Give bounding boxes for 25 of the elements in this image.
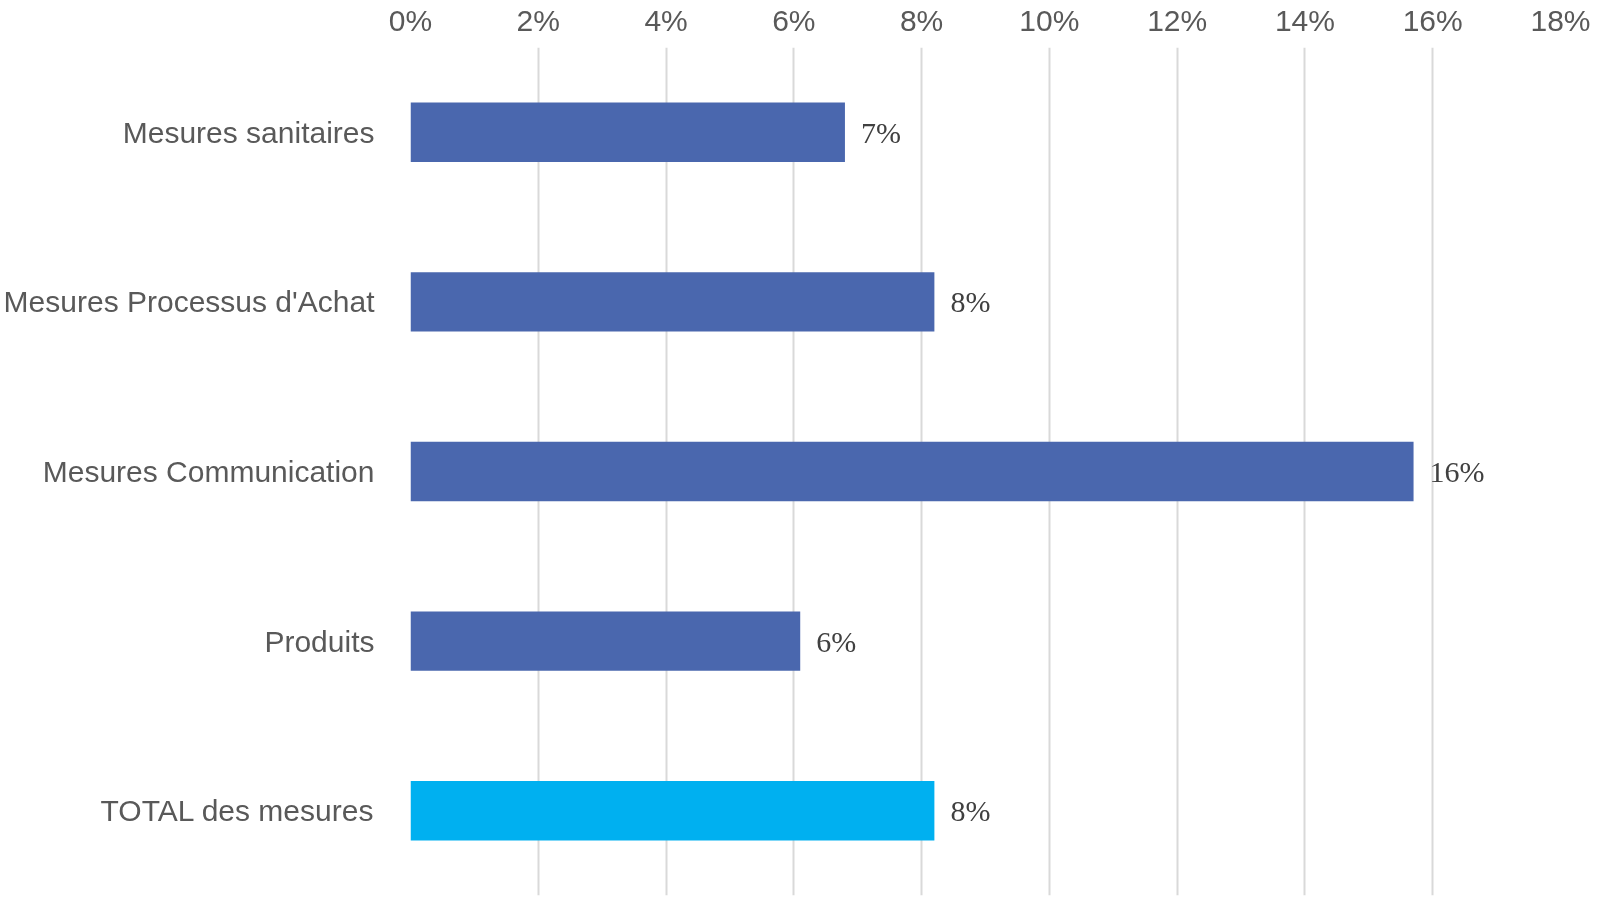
data-label: 6% bbox=[816, 624, 857, 658]
x-tick-label: 18% bbox=[1530, 3, 1591, 37]
x-tick-label: 0% bbox=[388, 3, 433, 37]
x-tick-label: 12% bbox=[1147, 3, 1208, 37]
bar bbox=[410, 611, 801, 671]
x-tick-label: 6% bbox=[772, 3, 816, 37]
bar bbox=[410, 102, 845, 162]
data-label: 8% bbox=[950, 794, 991, 828]
x-tick-label: 16% bbox=[1402, 3, 1463, 37]
x-tick-label: 2% bbox=[516, 3, 560, 37]
data-label: 16% bbox=[1429, 455, 1485, 488]
x-tick-label: 8% bbox=[899, 3, 944, 37]
y-tick-label: Mesures sanitaires bbox=[122, 115, 375, 149]
x-tick-label: 14% bbox=[1274, 3, 1335, 37]
bar bbox=[410, 441, 1414, 502]
x-tick-label: 10% bbox=[1019, 3, 1080, 37]
bar bbox=[410, 272, 935, 332]
y-tick-label: Mesures Communication bbox=[42, 455, 375, 488]
x-tick-label: 4% bbox=[644, 3, 688, 37]
y-tick-label: Produits bbox=[264, 624, 375, 658]
y-tick-label: Mesures Processus d'Achat bbox=[3, 285, 376, 319]
bar bbox=[410, 781, 935, 841]
y-tick-label: TOTAL des mesures bbox=[100, 794, 374, 828]
data-label: 8% bbox=[950, 285, 991, 319]
data-label: 7% bbox=[860, 115, 901, 149]
